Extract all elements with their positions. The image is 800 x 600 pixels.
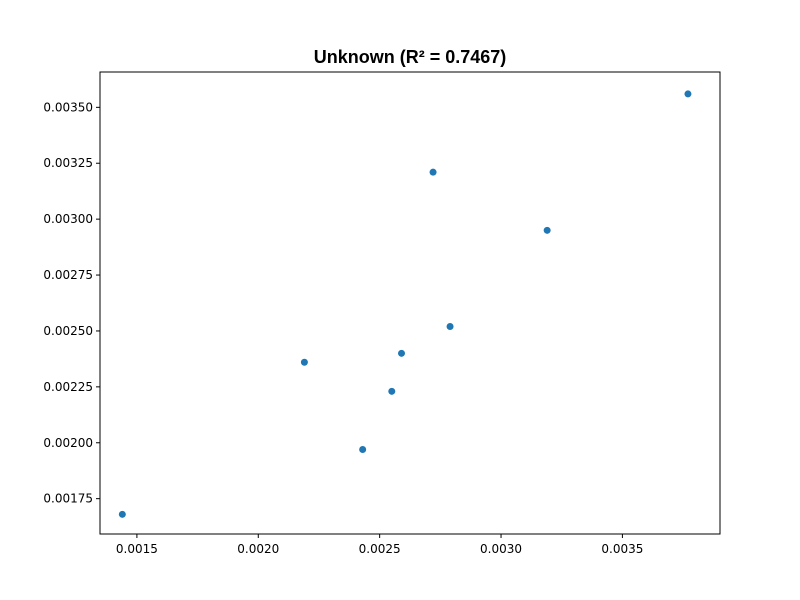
data-point	[429, 168, 437, 176]
data-point	[398, 349, 406, 357]
y-tick-label: 0.00350	[43, 100, 93, 114]
data-point	[543, 226, 551, 234]
y-tick-label: 0.00250	[43, 324, 93, 338]
data-point	[359, 445, 367, 453]
x-tick-label: 0.0030	[480, 542, 522, 556]
y-tick-label: 0.00225	[43, 380, 93, 394]
data-point	[300, 358, 308, 366]
data-point	[684, 90, 692, 98]
axes-frame	[99, 71, 721, 535]
y-tick-label: 0.00325	[43, 156, 93, 170]
data-point	[446, 322, 454, 330]
data-point	[388, 387, 396, 395]
chart-title: Unknown (R² = 0.7467)	[314, 47, 507, 67]
x-tick-label: 0.0020	[237, 542, 279, 556]
x-tick-label: 0.0035	[601, 542, 643, 556]
y-tick-label: 0.00175	[43, 492, 93, 506]
y-tick-label: 0.00200	[43, 436, 93, 450]
y-tick-label: 0.00275	[43, 268, 93, 282]
y-tick-label: 0.00300	[43, 212, 93, 226]
plot-area: 0.0015 0.0020 0.0025 0.0030 0.0035 0.00175 0.0…	[43, 90, 692, 556]
x-tick-label: 0.0025	[359, 542, 401, 556]
x-tick-label: 0.0015	[116, 542, 158, 556]
data-point	[118, 510, 126, 518]
